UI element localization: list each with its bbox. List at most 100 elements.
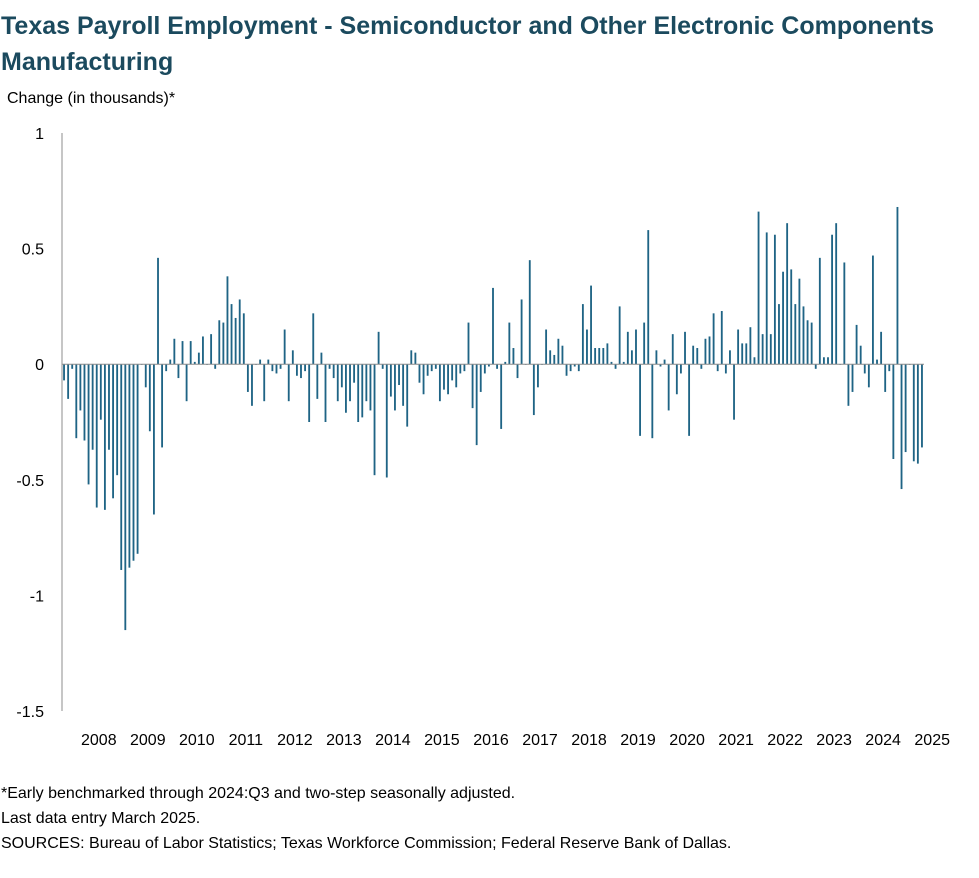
bar <box>827 357 829 365</box>
bar <box>308 364 311 422</box>
x-axis-ticks: 2008 2009 2010 2011 2012 2013 2014 2015 2016 2017… <box>81 732 950 749</box>
bar <box>189 341 192 365</box>
bar <box>537 364 539 388</box>
bar <box>418 364 421 383</box>
bar <box>651 364 654 439</box>
bar <box>336 364 339 402</box>
bar <box>749 327 752 365</box>
bar <box>349 364 351 402</box>
bar <box>565 364 568 376</box>
bar <box>345 364 347 413</box>
bar <box>153 364 155 515</box>
bar <box>438 364 441 402</box>
bar <box>684 331 686 365</box>
bar <box>291 350 294 365</box>
bar <box>75 364 78 439</box>
bar <box>818 257 821 365</box>
bar <box>447 364 449 395</box>
bar <box>230 304 233 365</box>
bar <box>222 322 225 365</box>
bar <box>577 364 580 372</box>
bar <box>867 364 870 388</box>
bar <box>724 364 727 374</box>
bar <box>810 322 813 365</box>
x-tick-label: 2009 <box>130 732 166 749</box>
x-tick-label: 2025 <box>914 732 950 749</box>
bar <box>377 331 380 365</box>
bar <box>316 364 319 399</box>
bar <box>663 359 666 365</box>
bar <box>675 364 678 395</box>
bar <box>835 223 838 365</box>
bar <box>647 230 650 365</box>
bar <box>414 352 417 365</box>
bar <box>863 364 866 374</box>
x-tick-label: 2016 <box>473 732 509 749</box>
bar <box>365 364 368 402</box>
bar <box>332 364 335 379</box>
bar <box>144 364 147 388</box>
bar <box>643 322 646 365</box>
bar <box>610 361 613 365</box>
bar <box>880 331 883 365</box>
bar <box>921 364 923 448</box>
bar <box>402 364 405 406</box>
bar <box>103 364 106 510</box>
bar <box>790 269 793 365</box>
bar <box>112 364 114 499</box>
bar <box>218 320 221 365</box>
bar <box>353 364 356 383</box>
y-tick-label: -0.5 <box>16 473 44 490</box>
bar <box>581 304 584 365</box>
x-tick-label: 2013 <box>326 732 362 749</box>
bar <box>455 364 458 388</box>
bar <box>504 361 507 365</box>
bar <box>500 364 503 429</box>
bar <box>238 299 241 365</box>
bar <box>798 278 801 365</box>
bar <box>900 364 903 490</box>
bar <box>680 364 682 374</box>
bar <box>234 317 237 365</box>
bar <box>300 364 302 379</box>
footnote: *Early benchmarked through 2024:Q3 and t… <box>1 785 516 802</box>
bar <box>246 364 249 392</box>
bar <box>859 345 862 365</box>
x-tick-label: 2010 <box>179 732 215 749</box>
bar <box>214 364 217 369</box>
bar <box>614 364 617 369</box>
x-tick-label: 2024 <box>865 732 901 749</box>
bar <box>406 364 409 427</box>
bar <box>814 364 817 369</box>
bar <box>79 364 82 411</box>
x-tick-label: 2020 <box>669 732 705 749</box>
x-tick-label: 2011 <box>229 732 264 749</box>
bar <box>157 257 159 365</box>
bar <box>822 357 825 365</box>
y-tick-label: 1 <box>35 126 44 143</box>
bar <box>434 364 437 369</box>
bar <box>712 313 715 365</box>
bar <box>786 223 789 365</box>
bar <box>778 304 780 365</box>
chart-title: Texas Payroll Employment - Semiconductor… <box>1 12 935 76</box>
bar <box>757 211 760 365</box>
bar <box>226 276 229 365</box>
bar <box>782 271 784 365</box>
bar <box>177 364 180 379</box>
bar <box>357 364 360 422</box>
bar <box>892 364 895 459</box>
bar <box>553 354 556 365</box>
y-tick-label: 0 <box>35 357 44 374</box>
bar <box>896 206 899 365</box>
axes <box>61 133 924 711</box>
bar <box>120 364 123 570</box>
bar <box>888 364 891 372</box>
y-axis-label: Change (in thousands)* <box>7 90 176 107</box>
x-tick-label: 2008 <box>81 732 117 749</box>
bar <box>512 348 515 365</box>
bar <box>729 350 731 365</box>
bar <box>586 329 588 365</box>
bar <box>806 320 809 365</box>
sources-note: SOURCES: Bureau of Labor Statistics; Tex… <box>1 835 732 852</box>
